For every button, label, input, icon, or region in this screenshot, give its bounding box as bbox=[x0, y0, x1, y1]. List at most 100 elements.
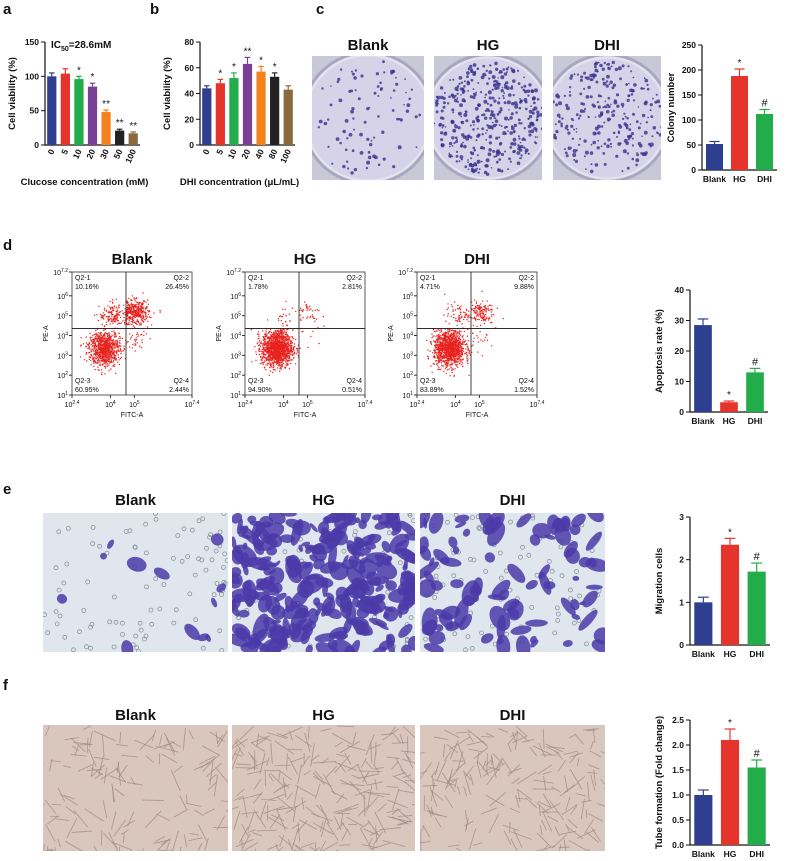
cell-event bbox=[92, 356, 93, 357]
cell-event bbox=[147, 310, 148, 311]
colony bbox=[647, 88, 650, 91]
tube-segment bbox=[288, 749, 303, 750]
colony bbox=[505, 133, 507, 135]
cell-event bbox=[271, 336, 272, 337]
colony bbox=[493, 124, 496, 127]
colony bbox=[458, 83, 460, 85]
cell-event bbox=[105, 341, 106, 342]
colony bbox=[633, 83, 637, 87]
cell-event bbox=[283, 363, 284, 364]
colony bbox=[369, 143, 372, 146]
cell-event bbox=[104, 354, 105, 355]
cell-event bbox=[136, 311, 137, 312]
y-tick-label: 50 bbox=[30, 106, 40, 116]
cell-event bbox=[279, 362, 280, 363]
cell-event bbox=[135, 341, 136, 342]
colony bbox=[604, 101, 606, 103]
cell-event bbox=[290, 341, 291, 342]
annotation-text: IC bbox=[51, 40, 61, 51]
colony bbox=[633, 77, 635, 79]
colony bbox=[555, 137, 557, 139]
colony bbox=[564, 95, 566, 97]
cell-event bbox=[289, 339, 290, 340]
cell-event bbox=[100, 358, 101, 359]
cell-event bbox=[281, 329, 282, 330]
tick-exponent: 7.4 bbox=[192, 400, 199, 406]
colony bbox=[439, 123, 442, 126]
cell-event bbox=[139, 304, 140, 305]
cell-event bbox=[135, 323, 136, 324]
cell-event bbox=[119, 314, 120, 315]
cell-event bbox=[312, 316, 313, 317]
cell-event bbox=[265, 349, 266, 350]
colony bbox=[381, 131, 384, 134]
colony bbox=[359, 133, 363, 137]
cell-event bbox=[283, 353, 284, 354]
colony bbox=[398, 145, 402, 149]
cell-event bbox=[288, 345, 289, 346]
bar-chart: 0204060800*5*10**20*40*80100Cell viabili… bbox=[162, 37, 299, 188]
cell-event bbox=[261, 360, 262, 361]
colony bbox=[523, 89, 526, 92]
colony bbox=[352, 73, 355, 76]
cell-event bbox=[286, 332, 287, 333]
cell-event bbox=[271, 349, 272, 350]
colony bbox=[520, 145, 523, 148]
colony bbox=[491, 167, 493, 169]
cell-event bbox=[302, 311, 303, 312]
cell-event bbox=[142, 315, 143, 316]
cell-event bbox=[106, 316, 107, 317]
tick-exponent: 6 bbox=[65, 292, 68, 298]
cell-event bbox=[80, 337, 81, 338]
cell-event bbox=[289, 320, 290, 321]
cell-event bbox=[93, 354, 94, 355]
x-tick-label: 5 bbox=[214, 147, 225, 156]
y-tick-label: 150 bbox=[25, 37, 39, 47]
tube-segment bbox=[265, 769, 266, 786]
cell-event bbox=[131, 303, 132, 304]
tick-exponent: 1 bbox=[65, 391, 68, 397]
cell-event bbox=[127, 313, 128, 314]
tick-label: 101 bbox=[57, 391, 68, 400]
cell-event bbox=[124, 348, 125, 349]
cell-event bbox=[107, 351, 108, 352]
cell-event bbox=[287, 325, 288, 326]
cell-event bbox=[145, 309, 146, 310]
colony bbox=[366, 138, 369, 141]
cell-event bbox=[108, 332, 109, 333]
panel-label: e bbox=[3, 481, 11, 498]
colony bbox=[452, 145, 454, 147]
x-tick-label: 30 bbox=[98, 147, 111, 160]
cell-event bbox=[147, 316, 148, 317]
cell-event bbox=[284, 344, 285, 345]
cell-event bbox=[287, 329, 288, 330]
colony bbox=[448, 96, 451, 99]
cell-event bbox=[272, 344, 273, 345]
colony bbox=[368, 151, 371, 154]
cell-event bbox=[122, 320, 123, 321]
cell-event bbox=[106, 322, 107, 323]
colony bbox=[627, 99, 630, 102]
colony bbox=[626, 117, 629, 120]
cell-event bbox=[283, 336, 284, 337]
cell-event bbox=[98, 345, 99, 346]
colony bbox=[379, 82, 382, 85]
cell-event bbox=[127, 341, 128, 342]
colony bbox=[481, 76, 485, 80]
cell-event bbox=[111, 335, 112, 336]
bar bbox=[61, 74, 70, 145]
colony bbox=[583, 88, 585, 90]
tick-base: 10 bbox=[57, 353, 65, 360]
colony bbox=[565, 125, 568, 128]
cell-event bbox=[123, 345, 124, 346]
colony bbox=[603, 122, 605, 124]
cell-event bbox=[107, 305, 108, 306]
colony bbox=[507, 168, 509, 170]
cell-event bbox=[139, 323, 140, 324]
cell-event bbox=[101, 352, 102, 353]
colony bbox=[494, 117, 496, 119]
colony bbox=[597, 131, 601, 135]
panel-label: d bbox=[3, 237, 12, 254]
colony bbox=[514, 105, 518, 109]
colony bbox=[621, 103, 625, 107]
